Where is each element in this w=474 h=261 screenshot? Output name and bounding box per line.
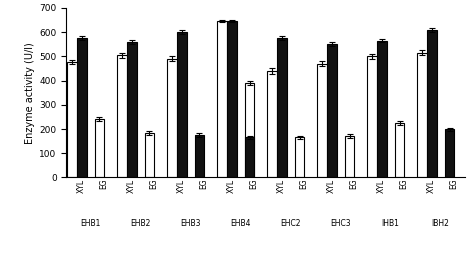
Bar (177, 32, 187, 177)
Text: EHB1: EHB1 (80, 219, 100, 228)
Bar (395, 123, 404, 177)
Bar (345, 136, 354, 177)
Bar (295, 138, 304, 177)
Bar (267, 71, 277, 177)
Text: EHB3: EHB3 (180, 219, 201, 228)
Bar (195, 135, 204, 177)
Y-axis label: Enzyme activity (U/l): Enzyme activity (U/l) (25, 42, 35, 144)
Bar (127, 42, 137, 177)
Bar (95, 119, 104, 177)
Bar (245, 83, 254, 177)
Bar (367, 56, 377, 177)
Text: IHB1: IHB1 (382, 219, 400, 228)
Bar (445, 129, 454, 177)
Bar (418, 53, 427, 177)
Bar (117, 55, 127, 177)
Bar (77, 38, 87, 177)
Text: EHB4: EHB4 (230, 219, 251, 228)
Bar (67, 62, 77, 177)
Bar (428, 30, 437, 177)
Bar (245, 138, 254, 177)
Bar (145, 133, 154, 177)
Bar (377, 40, 387, 177)
Bar (327, 44, 337, 177)
Text: EHB2: EHB2 (130, 219, 151, 228)
Bar (277, 38, 287, 177)
Text: EHC3: EHC3 (330, 219, 351, 228)
Text: EHC2: EHC2 (280, 219, 301, 228)
Bar (167, 59, 177, 177)
Text: IBH2: IBH2 (431, 219, 449, 228)
Bar (318, 64, 327, 177)
Bar (218, 21, 227, 177)
Bar (227, 21, 237, 177)
